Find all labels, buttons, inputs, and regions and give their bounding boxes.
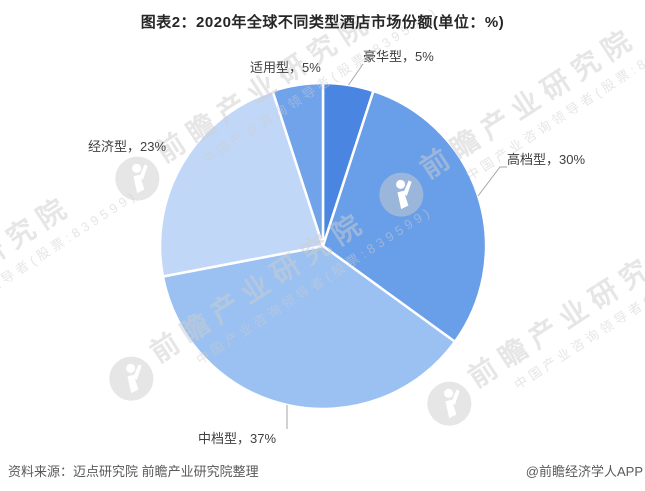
slice-label-luxury: 豪华型，5% [363, 49, 434, 64]
leader-line-highend [477, 166, 507, 197]
slice-label-economy: 经济型，23% [88, 139, 167, 154]
pie-slice-经济型[interactable] [158, 89, 325, 278]
slice-label-midrange: 中档型，37% [198, 431, 277, 446]
chart-title: 图表2：2020年全球不同类型酒店市场份额(单位：%) [140, 14, 505, 31]
pie-slice-适用型[interactable] [271, 81, 325, 248]
source-note: 资料来源：迈点研究院 前瞻产业研究院整理 [8, 464, 259, 479]
credit-note: @前瞻经济学人APP [525, 464, 643, 479]
leader-line-luxury [348, 63, 364, 86]
slice-label-highend: 高档型，30% [507, 152, 586, 167]
slice-label-budget: 适用型，5% [250, 60, 321, 75]
